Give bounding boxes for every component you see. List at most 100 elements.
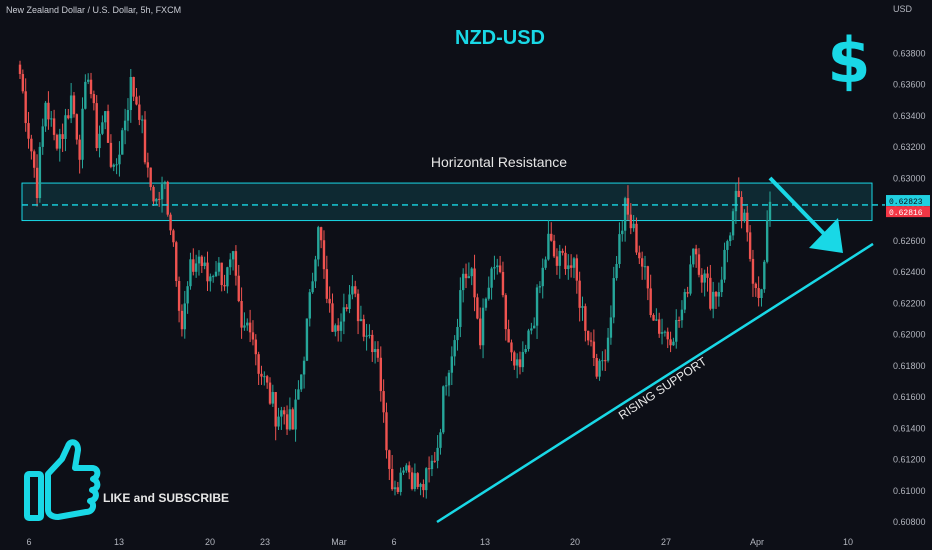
candle-body [416,473,419,487]
svg-text:$: $ [827,24,870,97]
candle-body [598,360,601,377]
candle-body [524,348,527,353]
candle-body [561,250,564,253]
candle-body [243,325,246,328]
candle-body [569,265,573,268]
candle-body [288,409,292,430]
candle-body [291,409,294,430]
candle-body [751,258,755,284]
candle-body [740,197,743,221]
candle-body [149,167,152,188]
currency-label: USD [893,4,913,14]
candle-body [726,241,729,250]
thumbs-up-icon[interactable] [24,439,101,521]
x-tick-label: Apr [750,537,764,547]
candle-body [578,280,581,308]
candle-body [143,119,147,163]
candle-body [129,76,132,111]
candle-body [24,91,27,124]
candle-body [271,392,275,404]
candle-body [677,319,681,321]
candle-body [714,291,718,297]
candle-body [294,399,297,430]
candle-body [609,317,613,338]
candle-body [623,198,627,231]
candle-body [254,339,257,355]
ticker-label: New Zealand Dollar / U.S. Dollar, 5h, FX… [6,5,181,15]
candle-body [197,256,201,264]
candle-body [234,251,238,276]
candle-body [44,102,47,127]
candle-body [606,337,610,361]
candle-body [729,235,732,242]
candle-body [527,330,530,349]
candle-body [47,102,50,120]
y-tick-label: 0.62600 [893,236,926,246]
candle-body [376,349,380,358]
candle-body [109,142,113,167]
candle-body [75,114,79,140]
candle-body [297,389,300,400]
time-axis[interactable]: 6 13 20 23 Mar 6 13 20 27 Apr 10 [26,537,853,547]
candle-body [666,331,669,340]
y-tick-label: 0.63000 [893,173,926,183]
candle-body [214,271,218,277]
candle-body [336,325,340,331]
candle-body [152,187,155,202]
candle-body [314,259,317,282]
candle-body [322,240,326,270]
candle-body [535,287,539,326]
candle-body [311,281,314,293]
candle-body [231,251,235,260]
y-tick-label: 0.62200 [893,298,926,308]
candle-body [550,233,553,241]
candle-body [541,267,544,287]
x-tick-label: 20 [205,537,215,547]
candle-body [248,322,252,333]
candle-body [220,262,223,286]
candle-body [118,154,121,165]
candle-body [595,357,598,377]
candle-body [388,450,391,469]
resistance-zone [21,182,873,222]
candle-body [98,133,101,149]
candle-body [581,306,584,308]
candle-body [106,111,110,143]
candle-body [660,332,664,334]
candle-body [621,230,624,235]
candle-body [38,146,42,199]
chart-title: NZD-USD [455,27,545,49]
candle-body [746,212,749,233]
candle-body [635,223,638,253]
candle-body [328,298,331,304]
candle-body [689,264,692,294]
candle-body [737,190,740,198]
candle-body [439,432,442,448]
candle-body [558,250,561,266]
candle-body [652,314,655,321]
y-tick-label: 0.61600 [893,392,926,402]
candle-body [427,468,431,470]
candle-body [21,74,25,92]
candle-body [399,472,402,492]
candle-body [223,285,226,287]
price-tag-label: 0.62823 [889,198,923,207]
candle-body [283,410,286,415]
candle-body [209,276,212,282]
candle-body [177,281,181,311]
candle-body [89,79,93,95]
candle-body [530,328,533,331]
y-tick-label: 0.61200 [893,455,926,465]
candle-body [382,391,385,413]
candle-body [632,223,635,229]
candle-body [765,219,769,262]
candle-body [413,473,417,489]
candle-body [518,359,522,368]
candle-body [390,468,394,490]
price-axis[interactable]: 0.638000.636000.634000.632000.630000.628… [893,48,926,527]
candle-body [285,414,289,430]
candle-body [734,190,738,212]
candle-body [572,258,576,268]
candle-body [618,234,621,264]
